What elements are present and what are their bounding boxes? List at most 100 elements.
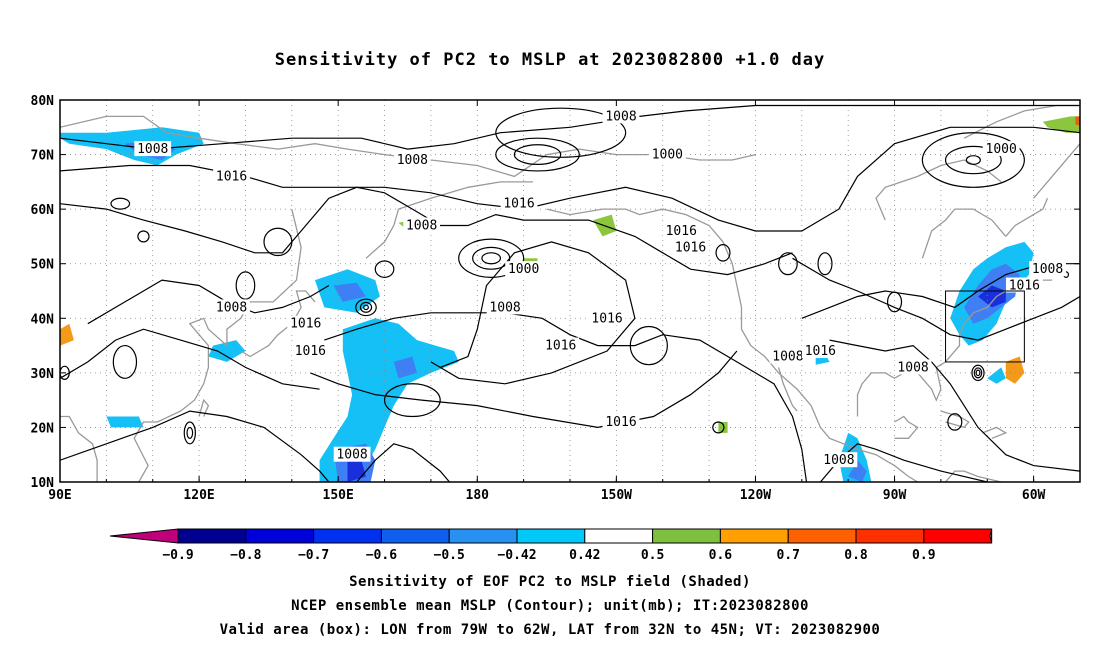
contour-label: 1008 bbox=[137, 142, 168, 157]
colorbar-segment bbox=[584, 528, 654, 544]
isobar-line bbox=[60, 186, 793, 276]
contour-label: 1016 bbox=[605, 415, 636, 430]
isobar-closed bbox=[183, 421, 196, 445]
colorbar-segment bbox=[719, 528, 789, 544]
contour-label-bg bbox=[1029, 261, 1066, 277]
contour-label-bg bbox=[769, 348, 807, 364]
isobar-line bbox=[60, 328, 320, 390]
isobar-closed bbox=[973, 367, 983, 379]
shade-patch bbox=[333, 282, 366, 302]
isobar-closed bbox=[975, 369, 981, 377]
colorbar-segment bbox=[245, 528, 315, 544]
isobar-closed bbox=[817, 252, 833, 276]
caption-line-3: Valid area (box): LON from 79W to 62W, L… bbox=[219, 622, 881, 638]
colorbar-segment bbox=[652, 528, 721, 544]
lat-tick-label: 20N bbox=[31, 421, 55, 436]
isobar-closed bbox=[712, 421, 725, 434]
coastline bbox=[1033, 143, 1080, 199]
lat-tick-label: 10N bbox=[31, 476, 55, 491]
isobar-closed bbox=[778, 252, 798, 276]
contour-label: 1016 bbox=[805, 344, 836, 359]
contour-label: 1008 bbox=[605, 109, 636, 124]
contour-label-bg bbox=[542, 337, 580, 353]
colorbar-left-arrow bbox=[109, 528, 179, 544]
colorbar-tick-label: −0.8 bbox=[230, 548, 261, 563]
shade-patch bbox=[718, 422, 728, 433]
contour-label-bg bbox=[213, 168, 250, 184]
contour-label: 1008 bbox=[216, 300, 247, 315]
contour-label: 1000 bbox=[986, 142, 1017, 157]
coastline bbox=[198, 398, 210, 417]
contour-label-bg bbox=[134, 141, 172, 157]
contour-label-bg bbox=[287, 315, 325, 331]
lon-tick-label: 150W bbox=[601, 488, 632, 503]
shade-patch bbox=[848, 460, 867, 482]
coastline bbox=[365, 181, 533, 259]
isobar-closed bbox=[263, 227, 293, 257]
coastline bbox=[240, 290, 316, 358]
isobar-line bbox=[60, 410, 330, 482]
lon-tick-label: 90W bbox=[883, 488, 907, 503]
contour-label: 1016 bbox=[591, 311, 622, 326]
shade-patch bbox=[106, 416, 144, 428]
lon-tick-label: 180 bbox=[466, 488, 490, 503]
map-axes: 10N 20N 30N 40N 50N 60N 70N 80N 90E 120E 150E 180 15… bbox=[31, 94, 1080, 503]
isobar-line bbox=[801, 263, 1080, 319]
mslp-contours bbox=[60, 104, 1080, 482]
coastline bbox=[894, 415, 919, 439]
contour-label-bg bbox=[486, 299, 524, 315]
colorbar-tick-label: 0.8 bbox=[844, 548, 868, 563]
contour-label-bg bbox=[500, 195, 538, 211]
isobar-closed bbox=[112, 344, 138, 379]
isobar-closed bbox=[374, 260, 395, 278]
contour-label: 1016 bbox=[290, 317, 321, 332]
contour-label: 1016 bbox=[1009, 279, 1040, 294]
contour-label-bg bbox=[588, 310, 626, 326]
isobar-line bbox=[324, 312, 808, 482]
isobar-closed bbox=[472, 246, 511, 270]
contour-label: 1016 bbox=[545, 339, 576, 354]
shade-patch bbox=[1042, 116, 1080, 133]
isobar-line bbox=[829, 339, 1080, 472]
isobar-closed bbox=[186, 426, 194, 439]
isobar-closed bbox=[110, 197, 131, 210]
isobar-line bbox=[792, 257, 1080, 341]
isobar-line bbox=[60, 104, 1080, 150]
shade-patch bbox=[393, 356, 417, 379]
contour-label-bg bbox=[801, 343, 839, 359]
caption-line-1: Sensitivity of EOF PC2 to MSLP field (Sh… bbox=[349, 574, 751, 590]
colorbar-segment bbox=[177, 528, 247, 544]
coastline bbox=[777, 367, 798, 412]
colorbar-segment bbox=[787, 528, 857, 544]
contour-label-bg bbox=[602, 413, 640, 429]
contour-label: 1016 bbox=[295, 344, 326, 359]
isobar-closed bbox=[363, 304, 369, 311]
isobar-closed bbox=[971, 364, 985, 382]
colorbar-tick-label: −0.7 bbox=[298, 548, 329, 563]
isobar-closed bbox=[944, 145, 1002, 175]
lat-tick-label: 30N bbox=[31, 367, 55, 382]
lat-tick-label: 50N bbox=[31, 258, 55, 273]
colorbar-segment bbox=[313, 528, 382, 544]
shade-patch bbox=[319, 318, 459, 482]
contour-label-bg bbox=[894, 359, 932, 375]
lat-tick-label: 70N bbox=[31, 149, 55, 164]
isobar-closed bbox=[715, 244, 731, 262]
lon-tick-label: 60W bbox=[1022, 488, 1046, 503]
contour-label-bg bbox=[1005, 277, 1043, 293]
contour-label-bg bbox=[393, 152, 431, 168]
contour-label-bg bbox=[505, 261, 543, 277]
isobar-closed bbox=[886, 291, 903, 313]
coastline bbox=[875, 159, 1002, 221]
contour-label: 1008 bbox=[772, 349, 803, 364]
lat-tick-label: 80N bbox=[31, 94, 55, 109]
contour-label-bg bbox=[333, 446, 371, 462]
colorbar-segment bbox=[380, 528, 450, 544]
shade-patch bbox=[1075, 116, 1080, 126]
shade-patch bbox=[60, 323, 74, 346]
contour-label-bg bbox=[820, 452, 858, 468]
contour-label: 1016 bbox=[666, 224, 697, 239]
contour-label: 1008 bbox=[897, 360, 928, 375]
